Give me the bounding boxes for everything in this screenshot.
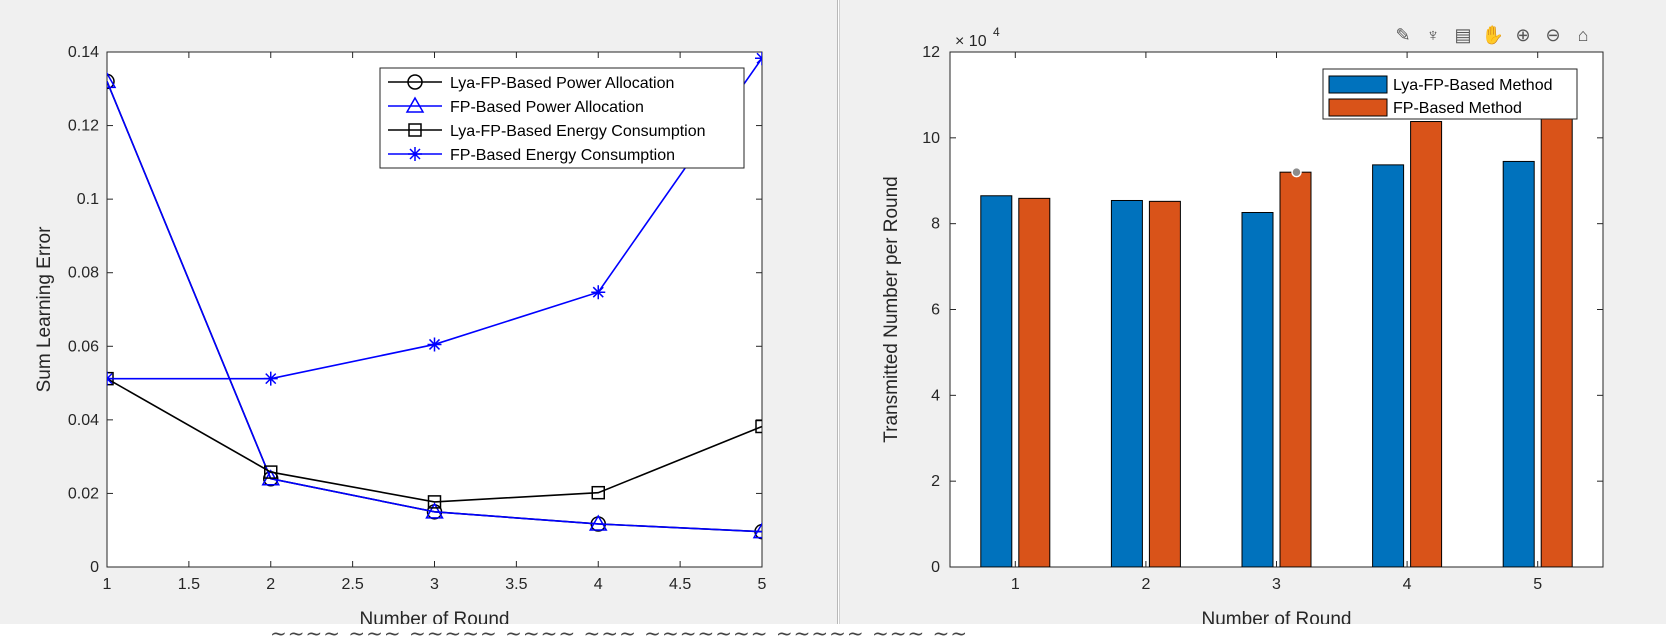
exponent-label: × 10: [955, 33, 987, 50]
x-tick-label: 4: [1403, 576, 1412, 593]
y-tick-label: 10: [922, 130, 940, 147]
data-point-3-1: [263, 371, 278, 386]
legend-marker: [408, 123, 422, 137]
bar-0-3[interactable]: [1372, 164, 1405, 567]
legend-entry: Lya-FP-Based Power Allocation: [450, 75, 674, 92]
y-tick-label: 0: [931, 559, 940, 576]
bar-1-4[interactable]: [1540, 115, 1573, 567]
figure-window-left: 1 1.5 2 2.5 3 3.5 4 4.5 5 0 0.02 0.04 0.06 0.08 0.1 0.1…: [0, 0, 838, 637]
y-tick-label: 12: [922, 44, 940, 61]
y-tick-label: 0.14: [68, 44, 99, 61]
bars: [980, 115, 1573, 567]
data-point-2-1: [264, 465, 278, 479]
legend[interactable]: [379, 67, 745, 169]
y-tick-label: 0.06: [68, 338, 99, 355]
bar-1-0[interactable]: [1018, 197, 1051, 567]
x-tick-label: 2: [266, 576, 275, 593]
line-chart[interactable]: 1 1.5 2 2.5 3 3.5 4 4.5 5 0 0.02 0.04 0.06 0.08 0.1 0.1…: [0, 0, 838, 637]
data-point-3-4: [755, 52, 762, 66]
background-document-strip: ~~~~ ~~~ ~~~~~ ~~~~ ~~~ ~~~~~~~ ~~~~~ ~~…: [0, 624, 1666, 637]
x-tick-label: 1.5: [178, 576, 200, 593]
data-point-1-3: [588, 514, 608, 531]
legend-swatch: [1328, 75, 1388, 94]
data-point-2-2: [427, 495, 442, 509]
legend-entry: Lya-FP-Based Method: [1393, 77, 1552, 94]
x-tick-label: 3.5: [505, 576, 527, 593]
y-tick-label: 0.04: [68, 412, 99, 429]
data-point-3-0: [107, 371, 114, 386]
x-tick-label: 1: [1011, 576, 1020, 593]
zoom-in-icon[interactable]: ⊕: [1515, 24, 1531, 45]
legend-swatch: [1328, 98, 1388, 117]
plot-area[interactable]: [949, 51, 1604, 568]
brush-icon[interactable]: ♆: [1426, 24, 1440, 45]
datatip-marker[interactable]: [1291, 166, 1302, 178]
data-point-3-2: [427, 337, 442, 352]
y-tick-label: 0.08: [68, 265, 99, 282]
data-point-1-4: [752, 522, 762, 539]
data-point-2-3: [591, 485, 605, 500]
figure-window-right: 1 2 3 4 5 0 2 4 6 8 10 12 × 10 4 Number of Round Transm…: [839, 0, 1666, 637]
legend-marker: [408, 147, 422, 161]
y-tick-label: 0.12: [68, 118, 99, 135]
data-point-3-3: [591, 285, 606, 300]
x-tick-label: 3: [1272, 576, 1281, 593]
data-point-1-2: [425, 502, 444, 519]
series-line-1: [107, 81, 762, 533]
series-3: [107, 52, 762, 386]
y-axis-label: Sum Learning Error: [34, 226, 55, 392]
x-tick-label: 2: [1141, 576, 1150, 593]
y-tick-label: 6: [931, 302, 940, 319]
x-tick-label: 5: [758, 576, 767, 593]
y-tick-label: 8: [931, 216, 940, 233]
zoom-out-icon[interactable]: ⊖: [1545, 24, 1561, 45]
pan-icon[interactable]: ✋: [1481, 24, 1505, 45]
exponent-power: 4: [993, 25, 1000, 39]
x-tick-label: 1: [103, 576, 112, 593]
y-tick-label: 0: [90, 559, 99, 576]
x-tick-label: 5: [1533, 576, 1542, 593]
x-tick-label: 4: [594, 576, 603, 593]
data-point-0-0: [107, 73, 115, 90]
data-point-2-4: [755, 419, 762, 434]
x-tick-label: 2.5: [342, 576, 364, 593]
bar-1-3[interactable]: [1410, 121, 1443, 567]
legend-entry: FP-Based Energy Consumption: [450, 147, 675, 164]
series-line-2: [107, 377, 762, 503]
export-icon[interactable]: ✎: [1395, 24, 1411, 45]
bar-0-2[interactable]: [1241, 212, 1274, 567]
y-tick-label: 0.02: [68, 485, 99, 502]
data-point-1-0: [107, 71, 117, 89]
bar-0-0[interactable]: [980, 195, 1013, 567]
legend-entry: FP-Based Power Allocation: [450, 99, 644, 116]
home-icon[interactable]: ⌂: [1577, 24, 1589, 45]
y-tick-label: 0.1: [77, 191, 99, 208]
y-axis-label: Transmitted Number per Round: [881, 176, 902, 442]
legend-marker: [405, 96, 425, 113]
bar-1-2[interactable]: [1279, 171, 1312, 567]
legend-entry: Lya-FP-Based Energy Consumption: [450, 123, 706, 140]
axes-toolbar: ✎ ♆ ▤ ✋ ⊕ ⊖ ⌂: [1390, 22, 1596, 48]
legend-marker: [407, 74, 423, 90]
x-tick-label: 3: [430, 576, 439, 593]
bar-1-1[interactable]: [1148, 200, 1181, 567]
y-tick-label: 2: [931, 473, 940, 490]
bar-0-4[interactable]: [1502, 160, 1535, 567]
x-tick-label: 4.5: [669, 576, 691, 593]
datatip-icon[interactable]: ▤: [1454, 24, 1472, 45]
bar-0-1[interactable]: [1110, 199, 1143, 567]
y-tick-label: 4: [931, 387, 940, 404]
legend-entry: FP-Based Method: [1393, 100, 1522, 117]
